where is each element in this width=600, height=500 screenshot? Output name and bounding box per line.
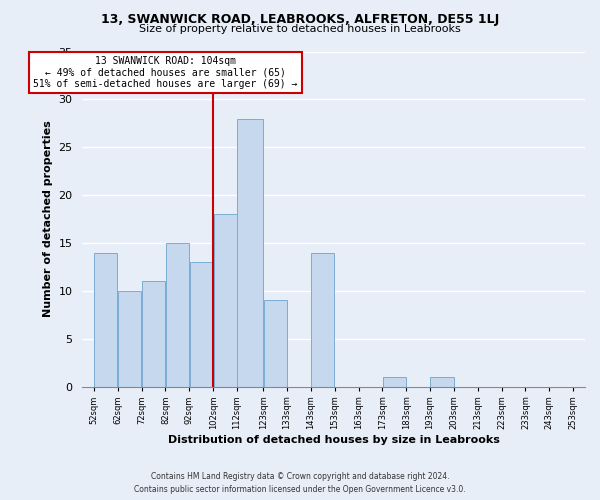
Text: 13, SWANWICK ROAD, LEABROOKS, ALFRETON, DE55 1LJ: 13, SWANWICK ROAD, LEABROOKS, ALFRETON, …: [101, 12, 499, 26]
Bar: [190, 262, 213, 386]
Text: Contains HM Land Registry data © Crown copyright and database right 2024.
Contai: Contains HM Land Registry data © Crown c…: [134, 472, 466, 494]
X-axis label: Distribution of detached houses by size in Leabrooks: Distribution of detached houses by size …: [167, 435, 499, 445]
Bar: [263, 300, 287, 386]
Text: Size of property relative to detached houses in Leabrooks: Size of property relative to detached ho…: [139, 24, 461, 34]
Bar: [430, 377, 454, 386]
Bar: [166, 243, 189, 386]
Bar: [383, 377, 406, 386]
Bar: [238, 118, 263, 386]
Bar: [311, 252, 334, 386]
Bar: [94, 252, 118, 386]
Bar: [214, 214, 236, 386]
Bar: [118, 291, 141, 386]
Bar: [142, 281, 165, 386]
Y-axis label: Number of detached properties: Number of detached properties: [43, 120, 53, 318]
Text: 13 SWANWICK ROAD: 104sqm
← 49% of detached houses are smaller (65)
51% of semi-d: 13 SWANWICK ROAD: 104sqm ← 49% of detach…: [33, 56, 298, 90]
